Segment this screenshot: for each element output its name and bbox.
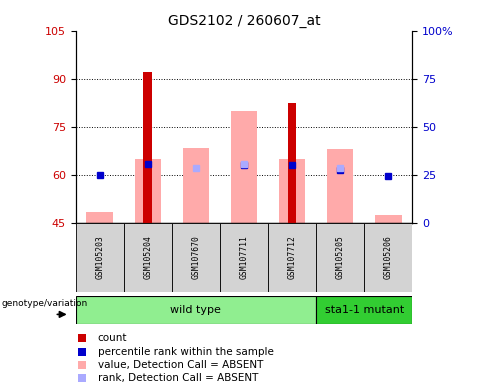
Bar — [327, 149, 353, 223]
Text: percentile rank within the sample: percentile rank within the sample — [98, 347, 273, 357]
Bar — [183, 147, 209, 223]
Text: GSM105204: GSM105204 — [143, 235, 152, 279]
Text: GSM107711: GSM107711 — [240, 235, 248, 279]
Bar — [316, 223, 364, 292]
Bar — [76, 296, 316, 324]
Bar — [172, 223, 220, 292]
Bar — [124, 223, 172, 292]
Text: wild type: wild type — [170, 305, 222, 315]
Text: GSM105205: GSM105205 — [336, 235, 345, 279]
Bar — [279, 159, 305, 223]
Bar — [268, 223, 316, 292]
Text: GSM107670: GSM107670 — [191, 235, 201, 279]
Text: genotype/variation: genotype/variation — [1, 299, 88, 308]
Bar — [364, 223, 412, 292]
Bar — [86, 212, 113, 223]
Bar — [143, 72, 152, 223]
Text: value, Detection Call = ABSENT: value, Detection Call = ABSENT — [98, 360, 263, 370]
Text: count: count — [98, 333, 127, 343]
Bar — [375, 215, 402, 223]
Text: GSM105203: GSM105203 — [95, 235, 104, 279]
Text: rank, Detection Call = ABSENT: rank, Detection Call = ABSENT — [98, 373, 258, 384]
Bar — [76, 223, 124, 292]
Bar — [220, 223, 268, 292]
Bar — [316, 296, 412, 324]
Bar — [231, 111, 257, 223]
Text: GSM105206: GSM105206 — [384, 235, 393, 279]
Bar — [135, 159, 161, 223]
Title: GDS2102 / 260607_at: GDS2102 / 260607_at — [168, 14, 320, 28]
Text: GSM107712: GSM107712 — [287, 235, 297, 279]
Bar — [288, 103, 296, 223]
Text: sta1-1 mutant: sta1-1 mutant — [325, 305, 404, 315]
